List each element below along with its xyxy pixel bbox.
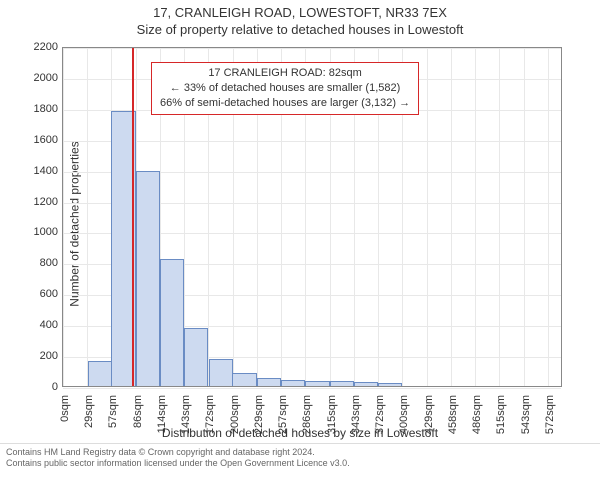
histogram-bar [209, 359, 233, 386]
grid-line-vertical [87, 48, 88, 386]
y-tick-label: 2000 [18, 72, 58, 84]
y-tick-label: 1600 [18, 134, 58, 146]
grid-line-vertical [499, 48, 500, 386]
chart-container: Number of detached properties 17 CRANLEI… [0, 37, 600, 442]
annotation-box: 17 CRANLEIGH ROAD: 82sqm← 33% of detache… [151, 62, 419, 115]
histogram-bar [88, 361, 112, 386]
sub-title: Size of property relative to detached ho… [0, 22, 600, 37]
footer-line-2: Contains public sector information licen… [6, 458, 594, 469]
main-title: 17, CRANLEIGH ROAD, LOWESTOFT, NR33 7EX [0, 5, 600, 20]
y-tick-label: 1400 [18, 165, 58, 177]
y-tick-label: 600 [18, 288, 58, 300]
grid-line-horizontal [63, 388, 561, 389]
histogram-bar [184, 328, 208, 386]
attribution-footer: Contains HM Land Registry data © Crown c… [0, 443, 600, 470]
y-tick-label: 800 [18, 257, 58, 269]
grid-line-vertical [524, 48, 525, 386]
annotation-line: ← 33% of detached houses are smaller (1,… [160, 81, 410, 96]
histogram-bar [378, 383, 402, 386]
histogram-bar [330, 381, 354, 386]
histogram-bar [257, 378, 281, 386]
grid-line-vertical [451, 48, 452, 386]
grid-line-vertical [427, 48, 428, 386]
y-tick-label: 200 [18, 350, 58, 362]
footer-line-1: Contains HM Land Registry data © Crown c… [6, 447, 594, 458]
histogram-bar [160, 259, 184, 386]
grid-line-vertical [63, 48, 64, 386]
x-axis-title: Distribution of detached houses by size … [0, 426, 600, 440]
y-tick-label: 2200 [18, 41, 58, 53]
reference-line [132, 48, 134, 386]
y-tick-label: 400 [18, 319, 58, 331]
annotation-line: 17 CRANLEIGH ROAD: 82sqm [160, 66, 410, 81]
y-tick-label: 1800 [18, 103, 58, 115]
histogram-bar [281, 380, 305, 386]
grid-line-vertical [548, 48, 549, 386]
chart-header: 17, CRANLEIGH ROAD, LOWESTOFT, NR33 7EX … [0, 0, 600, 37]
annotation-line: 66% of semi-detached houses are larger (… [160, 96, 410, 111]
grid-line-horizontal [63, 48, 561, 49]
histogram-bar [136, 171, 160, 386]
histogram-bar [305, 381, 329, 386]
y-tick-label: 0 [18, 381, 58, 393]
histogram-bar [354, 382, 378, 386]
histogram-bar [232, 373, 256, 386]
plot-area: 17 CRANLEIGH ROAD: 82sqm← 33% of detache… [62, 47, 562, 387]
y-tick-label: 1000 [18, 226, 58, 238]
y-tick-label: 1200 [18, 196, 58, 208]
grid-line-vertical [475, 48, 476, 386]
grid-line-horizontal [63, 141, 561, 142]
